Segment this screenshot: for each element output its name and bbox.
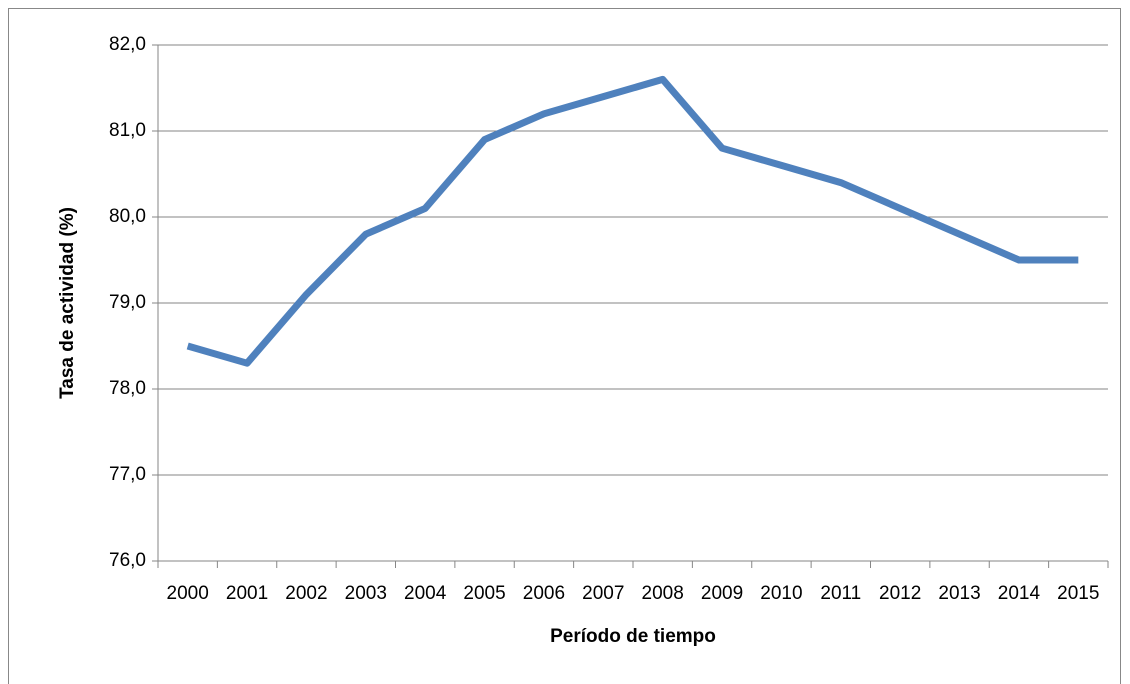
x-tick-label: 2008 (642, 583, 684, 604)
y-axis-title: Tasa de actividad (%) (57, 207, 78, 399)
y-tick-label: 80,0 (109, 206, 146, 227)
x-axis-title: Período de tiempo (550, 626, 716, 647)
data-line (186, 75, 1079, 367)
y-tick-label: 77,0 (109, 464, 146, 485)
y-tick-label: 82,0 (109, 34, 146, 55)
x-tick-label: 2010 (760, 583, 802, 604)
x-tick-label: 2003 (345, 583, 387, 604)
x-tick-label: 2000 (167, 583, 209, 604)
x-tick-label: 2005 (463, 583, 505, 604)
x-tick-label: 2007 (582, 583, 624, 604)
x-tick-label: 2013 (938, 583, 980, 604)
x-tick-label: 2012 (879, 583, 921, 604)
y-tick-label: 78,0 (109, 378, 146, 399)
x-tick-label: 2009 (701, 583, 743, 604)
x-tick-label: 2006 (523, 583, 565, 604)
x-tick-label: 2002 (285, 583, 327, 604)
y-tick-label: 79,0 (109, 292, 146, 313)
y-tick-label: 81,0 (109, 120, 146, 141)
x-tick-label: 2011 (820, 583, 861, 604)
chart-border (8, 8, 1121, 684)
x-tick-label: 2014 (998, 583, 1041, 604)
x-tick-label: 2001 (226, 583, 268, 604)
x-tick-label: 2004 (404, 583, 447, 604)
y-tick-label: 76,0 (109, 550, 146, 571)
x-tick-label: 2015 (1057, 583, 1099, 604)
